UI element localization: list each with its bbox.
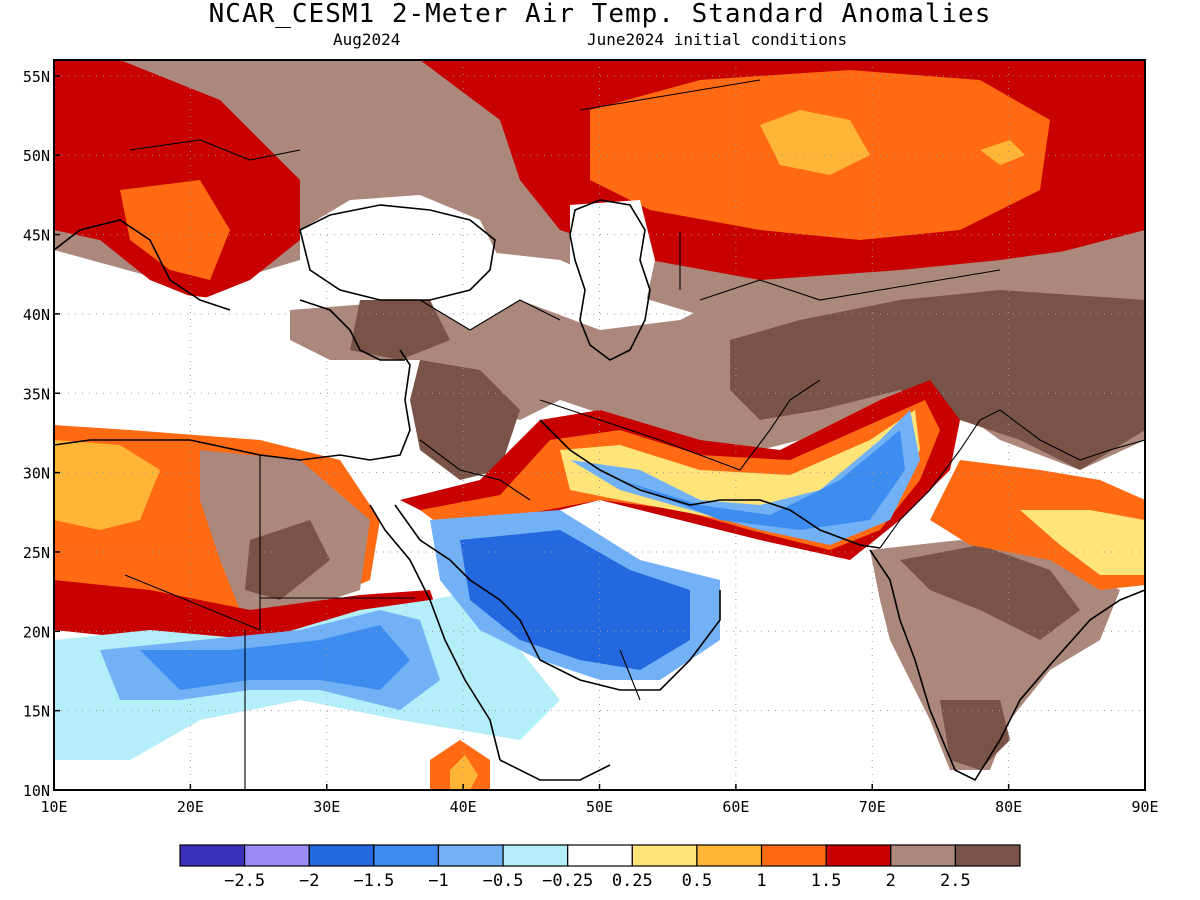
lat-tick-label: 40N bbox=[23, 306, 50, 324]
colorbar-swatch bbox=[631, 844, 698, 867]
colorbar-swatch bbox=[567, 844, 633, 867]
lon-tick-label: 20E bbox=[177, 798, 204, 816]
colorbar-swatch bbox=[244, 844, 310, 867]
colorbar-label: 1 bbox=[756, 871, 766, 891]
lon-tick-label: 10E bbox=[40, 798, 67, 816]
lon-tick-label: 40E bbox=[450, 798, 477, 816]
lon-tick-label: 50E bbox=[586, 798, 613, 816]
colorbar-label: −0.5 bbox=[483, 871, 524, 891]
lon-tick-label: 70E bbox=[859, 798, 886, 816]
lat-tick-label: 20N bbox=[23, 623, 50, 641]
colorbar-label: 1.5 bbox=[811, 871, 842, 891]
lon-tick-label: 30E bbox=[313, 798, 340, 816]
colorbar-label: −1.5 bbox=[353, 871, 394, 891]
lat-tick-label: 15N bbox=[23, 703, 50, 721]
colorbar-label: 0.25 bbox=[612, 871, 653, 891]
forecast-month: Aug2024 bbox=[333, 30, 401, 49]
lat-tick-label: 30N bbox=[23, 465, 50, 483]
anomaly-shading bbox=[54, 60, 1145, 790]
country-borders bbox=[124, 79, 1145, 790]
colorbar-swatch bbox=[502, 844, 569, 867]
colorbar-label: 2.5 bbox=[940, 871, 971, 891]
lat-tick-label: 45N bbox=[23, 227, 50, 245]
lon-tick-label: 60E bbox=[722, 798, 749, 816]
colorbar-swatch bbox=[696, 844, 763, 867]
lon-tick-label: 90E bbox=[1131, 798, 1158, 816]
colorbar-label: −2 bbox=[299, 871, 319, 891]
lat-tick-label: 25N bbox=[23, 544, 50, 562]
map-title: NCAR_CESM1 2-Meter Air Temp. Standard An… bbox=[208, 0, 992, 29]
lat-tick-label: 55N bbox=[23, 68, 50, 86]
lat-tick-label: 50N bbox=[23, 147, 50, 165]
colorbar-label: −1 bbox=[428, 871, 448, 891]
colorbar-swatch bbox=[890, 844, 956, 867]
initial-conditions: June2024 initial conditions bbox=[587, 30, 848, 49]
colorbar-swatch bbox=[954, 844, 1021, 867]
colorbar-swatch bbox=[825, 844, 892, 867]
colorbar: −2.5 −2 −1.5 −1 −0.5 −0.25 0.25 0.5 1 1.5 2 2.5 bbox=[179, 844, 1021, 891]
colorbar-label: −2.5 bbox=[224, 871, 265, 891]
coastlines bbox=[54, 199, 1145, 782]
colorbar-label: 2 bbox=[886, 871, 896, 891]
colorbar-swatch bbox=[437, 844, 504, 867]
colorbar-swatch bbox=[308, 844, 375, 867]
colorbar-label: −0.25 bbox=[542, 871, 593, 891]
grid-lines bbox=[54, 60, 1145, 790]
axis-ticks: 10E 20E 30E 40E 50E 60E 70E 80E 90E 55N 50N 45N 40N 3… bbox=[23, 68, 1159, 816]
colorbar-swatch bbox=[760, 844, 827, 867]
colorbar-label: 0.5 bbox=[682, 871, 713, 891]
lat-tick-label: 35N bbox=[23, 385, 50, 403]
colorbar-swatch bbox=[179, 844, 246, 867]
lat-tick-label: 10N bbox=[23, 782, 50, 800]
lon-tick-label: 80E bbox=[995, 798, 1022, 816]
colorbar-swatch bbox=[373, 844, 440, 867]
